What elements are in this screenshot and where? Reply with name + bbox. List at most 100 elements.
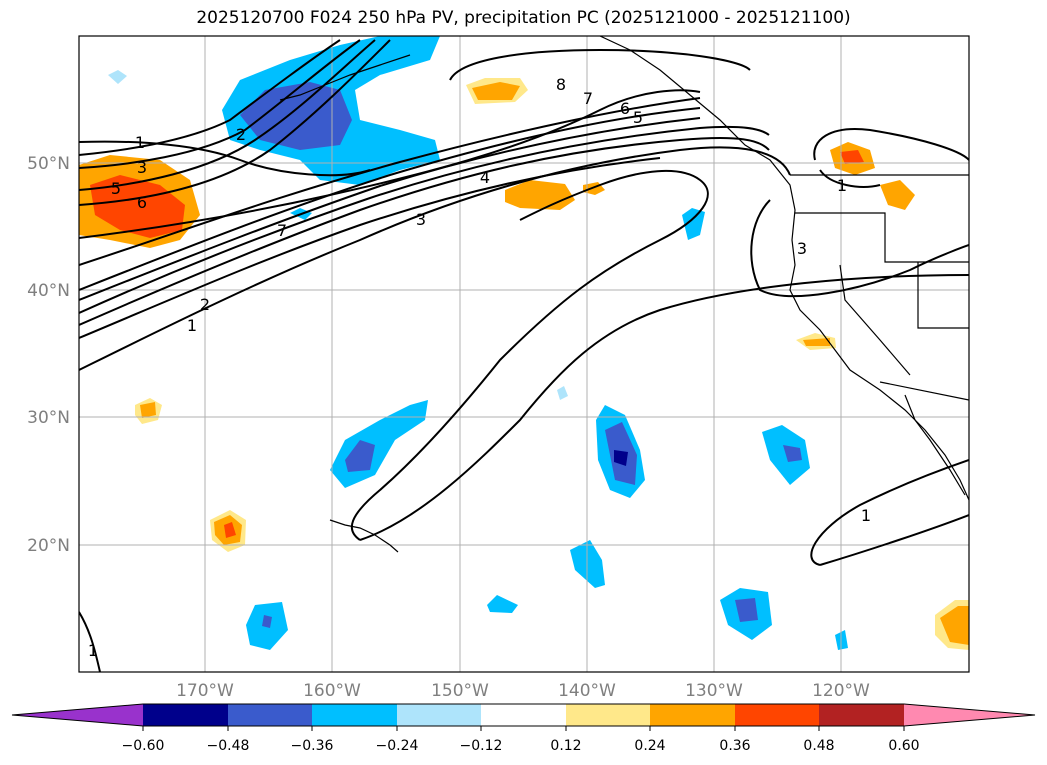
lon-tick-160w: 160°W xyxy=(303,681,361,701)
contour-8 xyxy=(449,48,751,81)
pos-anomaly-california-core xyxy=(803,338,830,346)
contour-aleutian-2 xyxy=(79,39,341,156)
contour-1-sw xyxy=(79,611,101,672)
pos-anomaly-subtropic-core xyxy=(140,402,156,418)
lat-tick-40n: 40°N xyxy=(27,281,70,301)
colorbar-tick-label: 0.24 xyxy=(634,738,665,754)
neg-anomaly-south-2-core xyxy=(262,615,272,628)
coastlines xyxy=(279,36,969,553)
contour-1-se-2 xyxy=(819,514,969,566)
contour-label: 3 xyxy=(137,158,147,177)
lon-tick-150w: 150°W xyxy=(431,681,489,701)
contour-label: 8 xyxy=(556,75,566,94)
contour-label: 2 xyxy=(236,125,246,144)
precip-shading xyxy=(79,36,969,650)
contour-trough-loop xyxy=(350,170,709,541)
lon-tick-120w: 120°W xyxy=(812,681,870,701)
contour-label: 1 xyxy=(187,316,197,335)
neg-anomaly-center-1-core xyxy=(345,440,375,472)
colorbar-tick-label: 0.48 xyxy=(803,738,834,754)
colorbar-tick-label: 0.36 xyxy=(719,738,750,754)
map-title: 2025120700 F024 250 hPa PV, precipitatio… xyxy=(196,8,851,28)
contour-label: 4 xyxy=(480,168,490,187)
colorbar-segment xyxy=(481,704,566,726)
contour-label: 1 xyxy=(88,641,98,660)
hawaii-islands xyxy=(329,519,399,553)
lon-tick-170w: 170°W xyxy=(176,681,234,701)
colorbar-tick-label: −0.48 xyxy=(207,738,250,754)
contour-labels: 1 3 5 6 2 8 7 6 5 4 3 7 2 1 1 3 1 1 xyxy=(88,75,871,660)
contour-label: 6 xyxy=(137,193,147,212)
contour-5 xyxy=(79,107,701,291)
pos-anomaly-northeast-core xyxy=(840,150,864,164)
contour-label: 2 xyxy=(200,295,210,314)
pos-anomaly-north-core xyxy=(472,82,520,100)
contour-label: 5 xyxy=(633,108,643,127)
contour-3-east xyxy=(750,199,969,298)
neg-anomaly-aleutian-core xyxy=(240,82,352,150)
contour-1-ne-2 xyxy=(819,169,881,188)
contour-label: 6 xyxy=(620,99,630,118)
colorbar-tick-label: −0.24 xyxy=(376,738,419,754)
colorbar-tick-label: −0.12 xyxy=(460,738,503,754)
contour-aleutian-3 xyxy=(79,39,361,169)
contour-aleutian-5 xyxy=(79,39,391,206)
contour-1-ne xyxy=(813,128,969,161)
contour-label: 7 xyxy=(277,221,287,240)
contour-aleutian-1 xyxy=(79,140,371,177)
alaska-islands xyxy=(279,54,411,101)
colorbar-segment xyxy=(650,704,735,726)
colorbar-segment xyxy=(566,704,650,726)
colorbar-tick-label: −0.60 xyxy=(122,738,165,754)
neg-anomaly-east-core xyxy=(783,445,802,462)
lon-tick-labels: 170°W 160°W 150°W 140°W 130°W 120°W xyxy=(176,681,870,701)
colorbar-segment xyxy=(397,704,481,726)
colorbar-segment xyxy=(228,704,312,726)
contour-1-south xyxy=(79,157,661,339)
contour-label: 1 xyxy=(135,133,145,152)
contour-label: 5 xyxy=(111,179,121,198)
lon-tick-130w: 130°W xyxy=(685,681,743,701)
neg-anomaly-small-1 xyxy=(682,208,705,240)
contour-4 xyxy=(79,117,701,301)
contour-label: 1 xyxy=(861,506,871,525)
lat-tick-labels: 50°N 40°N 30°N 20°N xyxy=(27,154,70,556)
colorbar-segment xyxy=(735,704,819,726)
contour-trough xyxy=(359,274,969,541)
lat-tick-50n: 50°N xyxy=(27,154,70,174)
pos-anomaly-idaho xyxy=(880,180,915,210)
colorbar-segment-high-extend xyxy=(904,704,1035,726)
baja-california xyxy=(904,394,966,496)
colorbar-tick-label: 0.60 xyxy=(888,738,919,754)
neg-anomaly-south-3-core xyxy=(735,598,758,622)
colorbar-segment xyxy=(819,704,904,726)
state-border-2 xyxy=(839,264,911,376)
contour-7 xyxy=(79,89,701,239)
contour-aleutian-4 xyxy=(79,39,376,191)
lat-tick-20n: 20°N xyxy=(27,536,70,556)
colorbar-segment-low-extend xyxy=(12,704,143,726)
graticule xyxy=(79,36,969,672)
contour-3 xyxy=(79,125,770,314)
map-frame xyxy=(78,35,970,673)
pos-anomaly-west-core xyxy=(90,175,185,238)
pos-anomaly-southeast-core xyxy=(940,606,969,645)
contour-2 xyxy=(79,137,770,326)
neg-anomaly-small-2 xyxy=(487,595,518,613)
colorbar-segment xyxy=(312,704,397,726)
colorbar-tick-label: 0.12 xyxy=(550,738,581,754)
state-border-3 xyxy=(917,262,969,329)
colorbar: −0.60 −0.48 −0.36 −0.24 −0.12 0.12 0.24 … xyxy=(11,703,1036,754)
pos-anomaly-hawaii-peak xyxy=(224,522,236,538)
contour-1-outer xyxy=(79,146,791,371)
mexico-border xyxy=(879,381,969,401)
lat-tick-30n: 30°N xyxy=(27,408,70,428)
contour-label: 7 xyxy=(583,89,593,108)
colorbar-tick-label: −0.36 xyxy=(291,738,334,754)
colorbar-segment xyxy=(143,704,228,726)
neg-anomaly-small-6 xyxy=(557,386,568,400)
pv-contours xyxy=(79,39,969,672)
contour-label: 1 xyxy=(837,176,847,195)
contour-label: 3 xyxy=(416,210,426,229)
